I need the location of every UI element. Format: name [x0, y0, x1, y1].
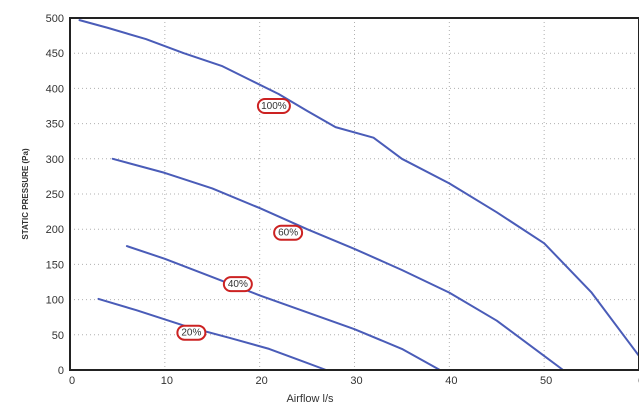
x-axis-title: Airflow l/s — [286, 393, 334, 405]
y-tick-label: 300 — [46, 154, 64, 166]
fan-curves — [78, 19, 639, 371]
y-tick-label: 450 — [46, 48, 64, 60]
curve-label-text: 40% — [228, 279, 248, 290]
x-tick-label: 6 — [638, 375, 639, 387]
x-tick-label: 30 — [350, 375, 362, 387]
y-tick-label: 100 — [46, 295, 64, 307]
y-axis-title: STATIC PRESSURE (Pa) — [21, 148, 30, 240]
x-tick-label: 10 — [161, 375, 173, 387]
x-tick-label: 40 — [445, 375, 457, 387]
curve-label-badge — [256, 98, 291, 114]
curve-label-badge — [176, 324, 207, 341]
y-tick-label: 150 — [46, 259, 64, 271]
y-tick-label: 50 — [52, 330, 64, 342]
x-tick-label: 20 — [256, 375, 268, 387]
curve-label-text: 60% — [278, 228, 298, 239]
fan-curve-20pct — [97, 297, 328, 371]
curve-label-text: 100% — [261, 101, 287, 112]
y-tick-label: 0 — [58, 365, 64, 377]
y-tick-label: 500 — [46, 13, 64, 25]
y-tick-label: 400 — [46, 83, 64, 95]
curve-label-badge — [273, 224, 304, 241]
curve-labels: 100% 60% 40% 20% — [176, 98, 304, 341]
curve-label-badge — [222, 276, 253, 293]
y-tick-label: 250 — [46, 189, 64, 201]
y-tick-label: 200 — [46, 224, 64, 236]
y-tick-label: 350 — [46, 119, 64, 131]
plot-frame — [69, 17, 639, 371]
fan-curve-40pct — [125, 245, 441, 371]
x-tick-label: 50 — [540, 375, 552, 387]
fan-curve-100pct — [78, 19, 639, 357]
curve-label-text: 20% — [181, 328, 201, 339]
grid-lines — [70, 18, 639, 370]
x-tick-label: 0 — [69, 375, 75, 387]
y-tick-labels: 0 50 100 150 200 250 300 350 400 450 500 — [46, 13, 64, 377]
fan-curve-60pct — [111, 157, 565, 371]
x-tick-labels: 0 10 20 30 40 50 6 — [69, 375, 639, 387]
